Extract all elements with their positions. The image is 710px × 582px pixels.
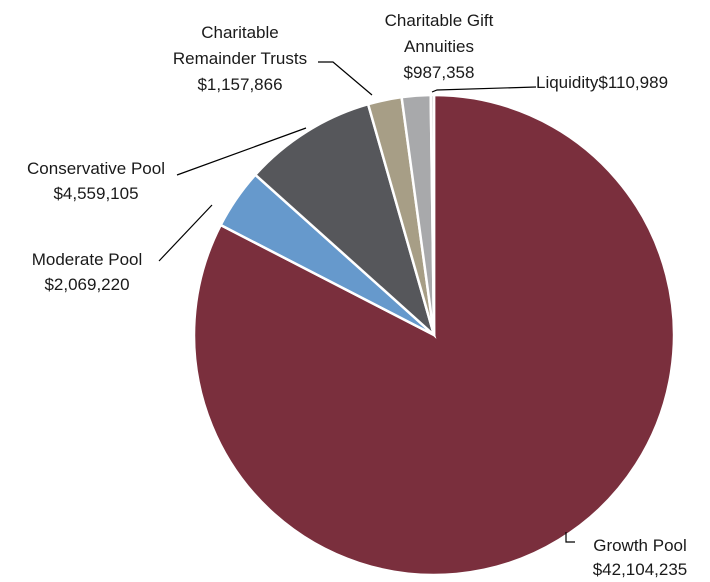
label-growth-name: Growth Pool xyxy=(593,536,687,555)
label-annuities-value: $987,358 xyxy=(404,63,475,82)
leader-line-growth xyxy=(565,532,575,543)
label-conservative-value: $4,559,105 xyxy=(53,184,138,203)
label-moderate-name: Moderate Pool xyxy=(32,250,143,269)
slice-label-remainder: Charitable Remainder Trusts $1,157,866 xyxy=(173,23,307,94)
label-conservative-name: Conservative Pool xyxy=(27,159,165,178)
pie-slice-conservative-pool xyxy=(253,102,437,339)
svg-text:Growth Pool: Growth Pool xyxy=(593,536,687,555)
leader-line-moderate xyxy=(158,204,213,262)
label-remainder-value: $1,157,866 xyxy=(197,75,282,94)
pie-slices xyxy=(192,93,676,577)
svg-text:Annuities: Annuities xyxy=(404,37,474,56)
svg-text:Remainder Trusts: Remainder Trusts xyxy=(173,49,307,68)
svg-text:$42,104,235: $42,104,235 xyxy=(593,560,688,579)
label-moderate-value: $2,069,220 xyxy=(44,275,129,294)
slice-label-liquidity: Liquidity$110,989 xyxy=(536,73,668,92)
leader-line-annuities xyxy=(431,86,537,93)
svg-text:Charitable Gift: Charitable Gift xyxy=(385,11,494,30)
svg-text:$2,069,220: $2,069,220 xyxy=(44,275,129,294)
leader-line-remainder xyxy=(318,61,373,96)
slice-label-growth: Growth Pool $42,104,235 xyxy=(593,536,688,579)
slice-label-moderate: Moderate Pool $2,069,220 xyxy=(32,250,143,294)
svg-text:Liquidity$110,989: Liquidity$110,989 xyxy=(536,73,668,92)
svg-text:$4,559,105: $4,559,105 xyxy=(53,184,138,203)
svg-text:$987,358: $987,358 xyxy=(404,63,475,82)
label-liquidity-value: $110,989 xyxy=(598,73,668,92)
svg-text:Conservative Pool: Conservative Pool xyxy=(27,159,165,178)
pie-slice-growth-pool xyxy=(192,93,676,577)
pie-slice-liquidity xyxy=(429,93,436,336)
svg-text:Moderate Pool: Moderate Pool xyxy=(32,250,143,269)
leader-line-conservative xyxy=(176,127,307,176)
leader-lines xyxy=(158,61,575,543)
svg-text:Charitable: Charitable xyxy=(201,23,279,42)
slice-label-conservative: Conservative Pool $4,559,105 xyxy=(27,159,165,203)
label-growth-value: $42,104,235 xyxy=(593,560,688,579)
svg-text:$1,157,866: $1,157,866 xyxy=(197,75,282,94)
slice-label-annuities: Charitable Gift Annuities $987,358 xyxy=(385,11,494,82)
label-liquidity-name: Liquidity xyxy=(536,73,599,92)
